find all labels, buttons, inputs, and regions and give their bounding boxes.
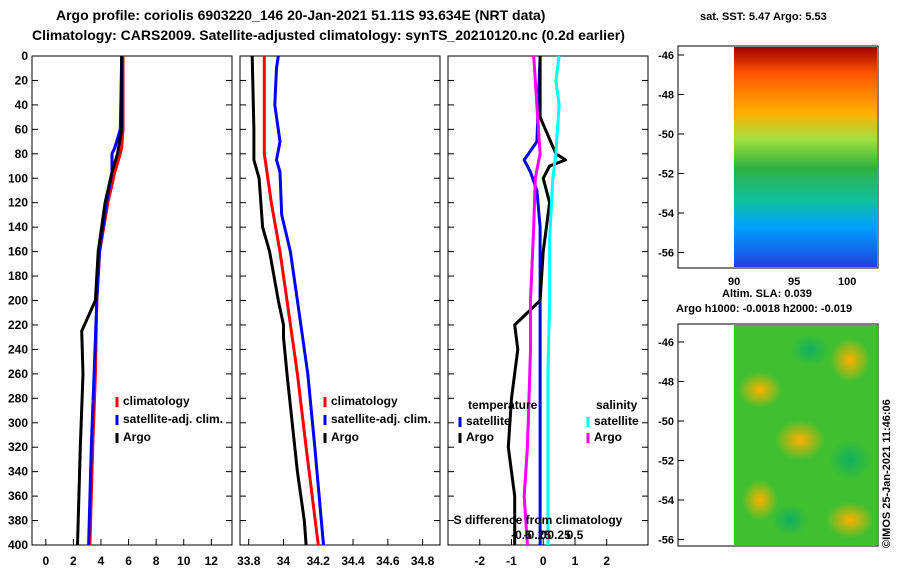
lat-tick-label: -46 (658, 50, 674, 62)
sla-title-2: Argo h1000: -0.0018 h2000: -0.019 (676, 303, 852, 315)
secondary-tick-label: 0 (540, 528, 547, 542)
x-tick-label: -1 (506, 554, 517, 568)
series-line-salinity-satellite (546, 55, 561, 545)
lat-tick-label: -48 (658, 377, 674, 389)
series-line-argo (76, 56, 124, 546)
y-tick-label: 80 (15, 147, 29, 161)
lat-tick-label: -52 (658, 456, 674, 468)
x-tick-label: 10 (177, 554, 191, 568)
x-tick-label: 34 (277, 554, 291, 568)
lat-tick-label: -56 (658, 535, 674, 547)
legend-label: Argo (594, 430, 622, 444)
y-tick-label: 240 (8, 342, 28, 356)
sla-map: -46 -48 -50 -52 -54 -56 (658, 323, 879, 547)
x-tick-label: 34.2 (307, 554, 331, 568)
y-tick-label: 140 (8, 220, 28, 234)
watermark: ©IMOS 25-Jan-2021 11:46:06 (881, 399, 893, 548)
sla-title-1: Altim. SLA: 0.039 (722, 288, 812, 300)
legend-label: satellite (594, 414, 639, 428)
x-tick-label: 12 (205, 554, 219, 568)
y-tick-label: 160 (8, 245, 28, 259)
legend-label: Argo (331, 430, 359, 444)
lat-tick-label: -54 (658, 208, 675, 220)
difference-panel: -2 -1 0 1 2 temperature satellite Argo salinity s… (447, 55, 649, 568)
x-tick-label: 6 (125, 554, 132, 568)
y-tick-label: 260 (8, 367, 28, 381)
secondary-tick-label: 0.5 (567, 528, 584, 542)
sst-lon-tick-100: 100 (838, 276, 856, 288)
x-tick-label: 0 (540, 554, 547, 568)
sst-map-title: sat. SST: 5.47 Argo: 5.53 (700, 11, 827, 23)
header-line-2: Climatology: CARS2009. Satellite-adjuste… (32, 27, 625, 43)
y-tick-label: 100 (8, 171, 28, 185)
legend-label: climatology (331, 394, 398, 408)
y-tick-label: 280 (8, 391, 28, 405)
y-tick-label: 0 (21, 49, 28, 63)
y-tick-label: 180 (8, 269, 28, 283)
lat-tick-label: -56 (658, 248, 674, 260)
y-tick-label: 300 (8, 416, 28, 430)
series-line-argo (250, 55, 308, 546)
series-line-salinity-argo (522, 55, 542, 546)
y-tick-label: 400 (8, 538, 28, 552)
y-tick-label: 360 (8, 489, 28, 503)
series-line-climatology (262, 56, 320, 546)
x-tick-label: 1 (572, 554, 579, 568)
secondary-tick-label: -0.5 (511, 528, 532, 542)
x-tick-label: 2 (70, 554, 77, 568)
header-line-1: Argo profile: coriolis 6903220_146 20-Ja… (56, 7, 545, 23)
x-tick-label: 34.8 (411, 554, 435, 568)
series-line-temperature-satellite (522, 55, 542, 545)
sst-field (734, 47, 877, 267)
lat-tick-label: -46 (658, 337, 674, 349)
legend-label: Argo (466, 430, 494, 444)
lat-tick-label: -48 (658, 90, 674, 102)
plot-frame (239, 55, 441, 546)
x-tick-label: 2 (603, 554, 610, 568)
y-tick-label: 200 (8, 294, 28, 308)
x-tick-label: 8 (153, 554, 160, 568)
lat-tick-label: -54 (658, 495, 675, 507)
x-tick-label: 0 (42, 554, 49, 568)
y-tick-label: 220 (8, 318, 28, 332)
x-tick-label: 34.4 (341, 554, 365, 568)
plot-frame (31, 55, 233, 546)
sst-lat-ticks: -46 -48 -50 -52 -54 -56 (658, 50, 684, 260)
series-line-satellite-adj-clim- (273, 55, 325, 546)
y-tick-label: 120 (8, 196, 28, 210)
legend-group-title: temperature (468, 398, 538, 412)
sst-lon-tick-95: 95 (788, 276, 800, 288)
lat-tick-label: -50 (658, 416, 674, 428)
temperature-panel: 0 2 4 6 8 10 120204060801001201401601802002202… (8, 49, 233, 568)
x-tick-label: 4 (98, 554, 105, 568)
x-tick-label: 33.8 (237, 554, 261, 568)
legend-label: climatology (123, 394, 190, 408)
lat-tick-label: -50 (658, 129, 674, 141)
y-tick-label: 320 (8, 440, 28, 454)
legend-label: Argo (123, 430, 151, 444)
legend-label: satellite-adj. clim. (331, 412, 431, 426)
lat-tick-label: -52 (658, 169, 674, 181)
series-line-temperature-argo (506, 56, 567, 545)
x-tick-label: -2 (474, 554, 485, 568)
salinity-panel: 33.8 34 34.2 34.4 34.6 34.8 climatology satelli… (237, 55, 441, 568)
secondary-tick-label: 0.25 (547, 528, 571, 542)
y-tick-label: 60 (15, 122, 29, 136)
secondary-tick-label: -0.25 (524, 528, 552, 542)
y-tick-label: 40 (15, 98, 29, 112)
y-tick-label: 20 (15, 73, 29, 87)
legend-label: satellite-adj. clim. (123, 412, 223, 426)
legend-group-title: salinity (596, 398, 638, 412)
sst-lon-tick-90: 90 (728, 276, 740, 288)
y-tick-label: 380 (8, 514, 28, 528)
axis-caption: S difference from climatology (454, 513, 623, 527)
x-tick-label: 34.6 (376, 554, 400, 568)
y-tick-label: 340 (8, 465, 28, 479)
sla-lat-ticks: -46 -48 -50 -52 -54 -56 (658, 337, 684, 547)
legend-label: satellite (466, 414, 511, 428)
sst-map: -46 -48 -50 -52 -54 -56 90 95 100 (658, 45, 879, 288)
